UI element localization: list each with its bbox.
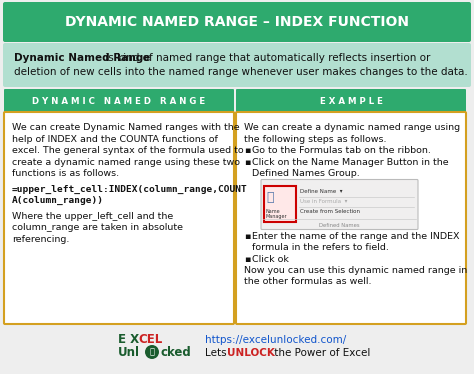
Text: We can create Dynamic Named ranges with the: We can create Dynamic Named ranges with … bbox=[12, 123, 240, 132]
Text: Now you can use this dynamic named range in: Now you can use this dynamic named range… bbox=[244, 266, 467, 275]
Text: the Power of Excel: the Power of Excel bbox=[271, 348, 370, 358]
Text: Dynamic Named Range: Dynamic Named Range bbox=[14, 53, 150, 63]
Text: Defined Names: Defined Names bbox=[319, 223, 360, 227]
Text: D Y N A M I C   N A M E D   R A N G E: D Y N A M I C N A M E D R A N G E bbox=[32, 96, 206, 105]
Text: UNLOCK: UNLOCK bbox=[227, 348, 275, 358]
Text: formula in the refers to field.: formula in the refers to field. bbox=[252, 243, 389, 252]
Text: referencing.: referencing. bbox=[12, 234, 69, 243]
Text: Where the upper_left_cell and the: Where the upper_left_cell and the bbox=[12, 212, 173, 221]
FancyBboxPatch shape bbox=[3, 43, 471, 87]
Text: create a dynamic named range using these two: create a dynamic named range using these… bbox=[12, 157, 240, 166]
Text: Use in Formula  ▾: Use in Formula ▾ bbox=[300, 199, 347, 203]
Circle shape bbox=[145, 345, 159, 359]
Text: =upper_left_cell:INDEX(column_range,COUNT: =upper_left_cell:INDEX(column_range,COUN… bbox=[12, 184, 248, 194]
Text: E X A M P L E: E X A M P L E bbox=[319, 96, 383, 105]
Text: CEL: CEL bbox=[138, 333, 162, 346]
Text: DYNAMIC NAMED RANGE – INDEX FUNCTION: DYNAMIC NAMED RANGE – INDEX FUNCTION bbox=[65, 15, 409, 29]
Text: deletion of new cells into the named range whenever user makes changes to the da: deletion of new cells into the named ran… bbox=[14, 67, 468, 77]
Text: Defined Names Group.: Defined Names Group. bbox=[252, 169, 360, 178]
Text: Enter the name of the range and the INDEX: Enter the name of the range and the INDE… bbox=[252, 232, 459, 240]
Text: the other formulas as well.: the other formulas as well. bbox=[244, 278, 372, 286]
Text: Click on the Name Manager Button in the: Click on the Name Manager Button in the bbox=[252, 157, 448, 166]
Text: functions is as follows.: functions is as follows. bbox=[12, 169, 119, 178]
Text: E X: E X bbox=[118, 333, 139, 346]
Text: ▪: ▪ bbox=[244, 254, 250, 264]
Text: Define Name  ▾: Define Name ▾ bbox=[300, 188, 343, 193]
Text: ▪: ▪ bbox=[244, 157, 250, 166]
Text: Go to the Formulas tab on the ribbon.: Go to the Formulas tab on the ribbon. bbox=[252, 146, 431, 155]
FancyBboxPatch shape bbox=[4, 89, 234, 113]
Text: help of INDEX and the COUNTA functions of: help of INDEX and the COUNTA functions o… bbox=[12, 135, 218, 144]
Text: Lets: Lets bbox=[205, 348, 230, 358]
Text: column_range are taken in absolute: column_range are taken in absolute bbox=[12, 223, 183, 232]
Text: Unl: Unl bbox=[118, 346, 140, 359]
Text: is kind of named range that automatically reflects insertion or: is kind of named range that automaticall… bbox=[102, 53, 430, 63]
Text: Click ok: Click ok bbox=[252, 254, 289, 264]
Text: 🔒: 🔒 bbox=[149, 347, 155, 356]
FancyBboxPatch shape bbox=[4, 112, 234, 324]
Text: Name
Manager: Name Manager bbox=[266, 208, 288, 219]
Text: 👤: 👤 bbox=[266, 190, 273, 203]
Text: We can create a dynamic named range using: We can create a dynamic named range usin… bbox=[244, 123, 460, 132]
Text: excel. The general syntax of the formula used to: excel. The general syntax of the formula… bbox=[12, 146, 244, 155]
FancyBboxPatch shape bbox=[261, 180, 418, 230]
FancyBboxPatch shape bbox=[236, 89, 466, 113]
Text: Create from Selection: Create from Selection bbox=[300, 208, 360, 214]
Text: ▪: ▪ bbox=[244, 146, 250, 155]
FancyBboxPatch shape bbox=[3, 2, 471, 42]
Text: ▪: ▪ bbox=[244, 232, 250, 240]
Text: the following steps as follows.: the following steps as follows. bbox=[244, 135, 386, 144]
Text: A(column_range)): A(column_range)) bbox=[12, 196, 104, 205]
FancyBboxPatch shape bbox=[236, 112, 466, 324]
Bar bbox=[264, 186, 296, 221]
Text: https://excelunlocked.com/: https://excelunlocked.com/ bbox=[205, 335, 346, 345]
Text: cked: cked bbox=[161, 346, 192, 359]
